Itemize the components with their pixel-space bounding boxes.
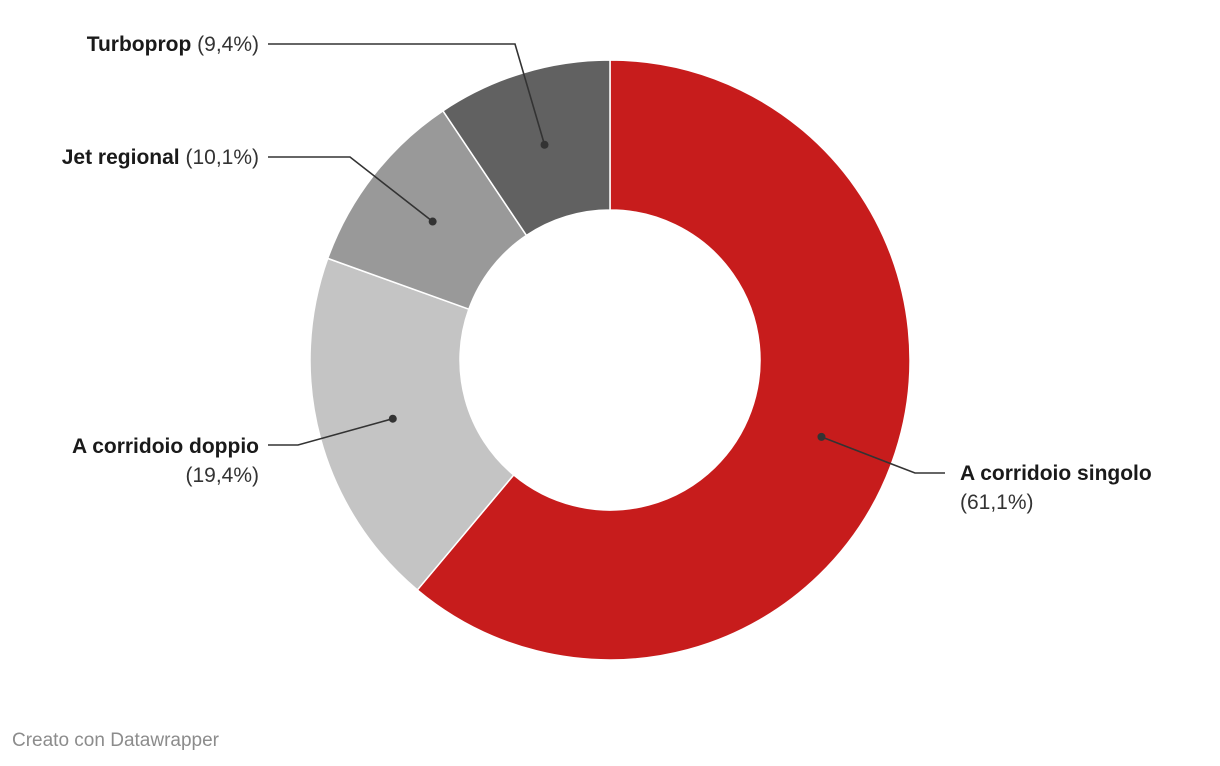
leader-jet-regional xyxy=(268,156,434,223)
label-a-corridoio-doppio: A corridoio doppio xyxy=(72,435,259,458)
label-pct-a-corridoio-doppio: (19,4%) xyxy=(185,464,259,487)
label-name-a-corridoio-singolo: A corridoio singolo xyxy=(960,462,1152,485)
leader-dot-a-corridoio-singolo xyxy=(817,432,826,441)
leader-dot-a-corridoio-doppio xyxy=(388,414,397,423)
leader-dot-turboprop xyxy=(540,140,549,149)
leader-turboprop xyxy=(268,43,546,145)
label-a-corridoio-singolo: A corridoio singolo xyxy=(960,462,1152,485)
value-a-corridoio-doppio: (19,4%) xyxy=(185,464,259,487)
slice-a-corridoio-singolo xyxy=(416,59,911,661)
leader-a-corridoio-doppio xyxy=(268,417,394,446)
label-name-a-corridoio-doppio: A corridoio doppio xyxy=(72,435,259,458)
label-pct-jet-regional: (10,1%) xyxy=(185,146,259,169)
label-pct-turboprop: (9,4%) xyxy=(197,33,259,56)
datawrapper-credit: Creato con Datawrapper xyxy=(12,730,219,751)
label-jet-regional: Jet regional (10,1%) xyxy=(62,146,259,169)
value-a-corridoio-singolo: (61,1%) xyxy=(960,491,1034,514)
label-name-turboprop: Turboprop xyxy=(87,33,192,56)
leader-dot-jet-regional xyxy=(428,217,437,226)
label-name-jet-regional: Jet regional xyxy=(62,146,180,169)
donut-slices xyxy=(309,59,911,661)
leader-a-corridoio-singolo xyxy=(821,436,945,474)
slice-turboprop xyxy=(441,59,611,237)
slice-a-corridoio-doppio xyxy=(309,257,515,592)
label-pct-a-corridoio-singolo: (61,1%) xyxy=(960,491,1034,514)
label-turboprop: Turboprop (9,4%) xyxy=(87,33,259,56)
leader-lines xyxy=(268,43,945,474)
